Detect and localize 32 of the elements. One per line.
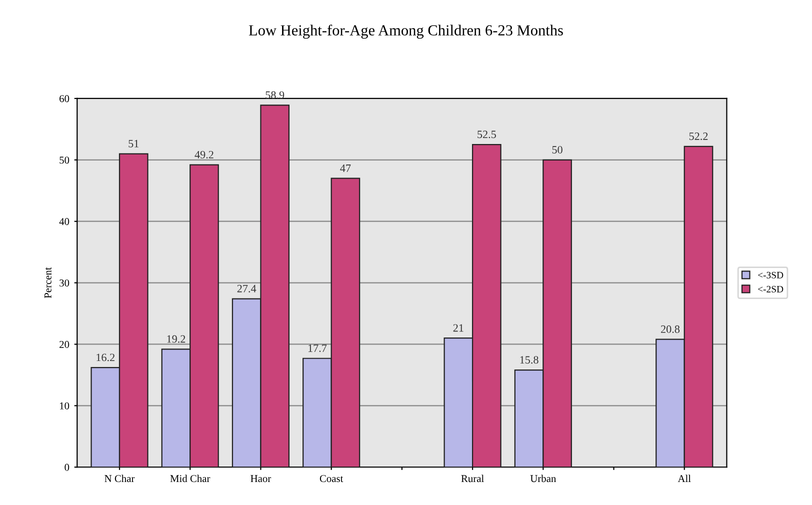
data-label: 17.7	[308, 344, 327, 352]
y-tick-label: 30	[60, 279, 70, 287]
x-tick-label: Coast	[320, 475, 344, 482]
x-tick-label: Rural	[461, 474, 484, 482]
y-tick-label: 20	[60, 340, 70, 348]
y-axis-title: Percent	[44, 267, 52, 298]
legend-label: <-2SD	[758, 286, 784, 292]
y-tick-label: 50	[60, 156, 70, 164]
y-tick-label: 40	[59, 218, 70, 226]
data-label: 20.8	[661, 325, 680, 333]
chart-title: Low Height-for-Age Among Children 6-23 Months	[248, 24, 563, 39]
data-label: 19.2	[167, 335, 186, 343]
data-label: 47	[340, 164, 351, 172]
data-label: 16.2	[96, 354, 114, 362]
x-tick-label: Haor	[250, 475, 272, 482]
data-label: 51	[128, 140, 139, 148]
x-tick-label: Mid Char	[170, 474, 210, 482]
y-tick-label: 60	[60, 95, 70, 102]
x-tick-label: N Char	[104, 474, 135, 482]
data-label: 58.9	[266, 91, 284, 99]
data-label: 21	[453, 324, 464, 332]
data-label: 52.2	[689, 132, 708, 140]
y-tick-label: 0	[64, 464, 70, 471]
data-label: 50	[552, 146, 562, 154]
x-tick-label: All	[678, 474, 691, 482]
x-tick-label: Urban	[530, 474, 556, 482]
data-label: 15.8	[520, 356, 538, 364]
data-label: 49.2	[194, 150, 214, 158]
y-tick-label: 10	[60, 402, 70, 410]
data-label: 52.5	[478, 130, 496, 138]
data-label: 27.4	[237, 284, 256, 292]
legend-label: <-3SD	[758, 272, 784, 278]
